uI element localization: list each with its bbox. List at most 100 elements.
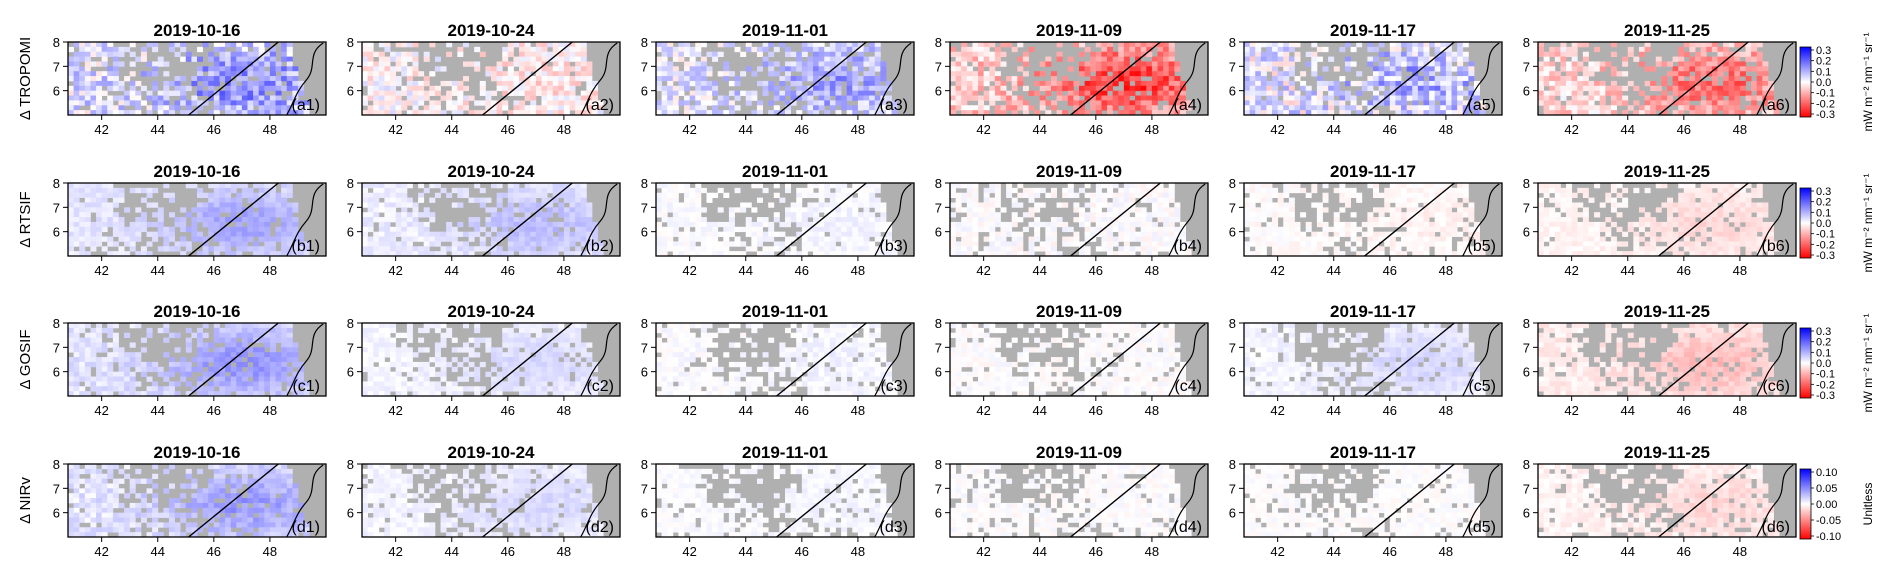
- heat-cell: [1473, 90, 1480, 96]
- heat-cell: [1445, 90, 1452, 96]
- heat-cell: [524, 221, 531, 228]
- heat-cell: [891, 110, 898, 116]
- heat-cell: [950, 202, 957, 208]
- heat-cell: [656, 192, 663, 198]
- heat-cell: [395, 110, 402, 116]
- heat-cell: [390, 202, 397, 208]
- heat-cell: [418, 236, 425, 242]
- heat-cell: [558, 90, 565, 96]
- heat-cell: [1367, 56, 1374, 62]
- heat-cell: [219, 46, 226, 53]
- heat-cell: [1079, 110, 1086, 116]
- heat-cell: [434, 105, 441, 111]
- heat-cell: [552, 61, 559, 67]
- heat-cell: [524, 231, 531, 237]
- heat-cell: [972, 221, 979, 228]
- y-tick-label: 8: [935, 35, 942, 50]
- heat-cell: [1288, 187, 1295, 194]
- heat-cell: [535, 85, 542, 92]
- heat-cell: [1723, 76, 1730, 82]
- heat-cell: [507, 71, 514, 77]
- heat-cell: [1017, 80, 1024, 87]
- heat-cell: [1107, 251, 1114, 257]
- heat-cell: [367, 212, 374, 218]
- heat-cell: [401, 85, 408, 92]
- heat-cell: [225, 71, 232, 77]
- heat-cell: [829, 246, 836, 252]
- heat-cell: [835, 246, 842, 252]
- heat-cell: [852, 183, 859, 189]
- heat-cell: [513, 217, 520, 223]
- heat-cell: [406, 236, 413, 242]
- heat-cell: [1305, 241, 1312, 247]
- heat-cell: [880, 61, 887, 67]
- heat-cell: [297, 85, 304, 92]
- heat-cell: [524, 251, 531, 257]
- heat-cell: [1333, 236, 1340, 242]
- heat-cell: [208, 95, 215, 101]
- heat-cell: [846, 231, 853, 237]
- heat-cell: [1605, 90, 1612, 96]
- heat-cell: [152, 80, 159, 87]
- heat-cell: [796, 187, 803, 194]
- heat-cell: [1582, 110, 1589, 116]
- heat-cell: [1255, 42, 1262, 48]
- heat-cell: [1582, 76, 1589, 82]
- heat-cell: [1000, 110, 1007, 116]
- heat-cell: [824, 80, 831, 87]
- heat-cell: [163, 71, 170, 77]
- heat-cell: [874, 80, 881, 87]
- heat-cell: [1146, 231, 1153, 237]
- heat-cell: [474, 197, 481, 203]
- heat-cell: [1689, 95, 1696, 101]
- heat-cell: [264, 221, 271, 228]
- heat-cell: [530, 51, 537, 57]
- heat-cell: [1457, 105, 1464, 111]
- heat-cell: [1050, 221, 1057, 228]
- heat-cell: [1288, 231, 1295, 237]
- heat-cell: [191, 231, 198, 237]
- heat-cell: [541, 221, 548, 228]
- heat-cell: [983, 71, 990, 77]
- heat-cell: [129, 85, 136, 92]
- heat-cell: [390, 85, 397, 92]
- heat-cell: [1123, 221, 1130, 228]
- heat-cell: [502, 85, 509, 92]
- heat-cell: [857, 251, 864, 257]
- heat-cell: [1288, 212, 1295, 218]
- heat-cell: [852, 236, 859, 242]
- heat-cell: [286, 183, 293, 189]
- heat-cell: [1401, 197, 1408, 203]
- heat-cell: [1244, 187, 1251, 194]
- heat-cell: [818, 202, 825, 208]
- heat-cell: [395, 187, 402, 194]
- heat-cell: [852, 66, 859, 72]
- heat-cell: [1344, 241, 1351, 247]
- heat-cell: [1039, 246, 1046, 252]
- heat-cell: [269, 46, 276, 53]
- heat-cell: [700, 187, 707, 194]
- heat-cell: [563, 212, 570, 218]
- heat-cell: [1373, 231, 1380, 237]
- heat-cell: [863, 183, 870, 189]
- heat-cell: [1462, 71, 1469, 77]
- heat-cell: [813, 71, 820, 77]
- y-tick-label: 6: [641, 225, 648, 240]
- heat-cell: [1610, 85, 1617, 92]
- heat-cell: [541, 90, 548, 96]
- heat-cell: [841, 231, 848, 237]
- heat-cell: [1168, 56, 1175, 62]
- heat-cell: [1146, 246, 1153, 252]
- heat-cell: [213, 56, 220, 62]
- heat-cell: [84, 80, 91, 87]
- x-tick-label: 46: [795, 263, 809, 278]
- heat-cell: [1283, 246, 1290, 252]
- heat-cell: [1168, 90, 1175, 96]
- heat-cell: [1045, 251, 1052, 257]
- heat-cell: [1571, 95, 1578, 101]
- heat-cell: [829, 192, 836, 198]
- heat-cell: [768, 110, 775, 116]
- heat-cell: [1244, 42, 1251, 48]
- heat-cell: [1395, 46, 1402, 53]
- heat-cell: [1073, 241, 1080, 247]
